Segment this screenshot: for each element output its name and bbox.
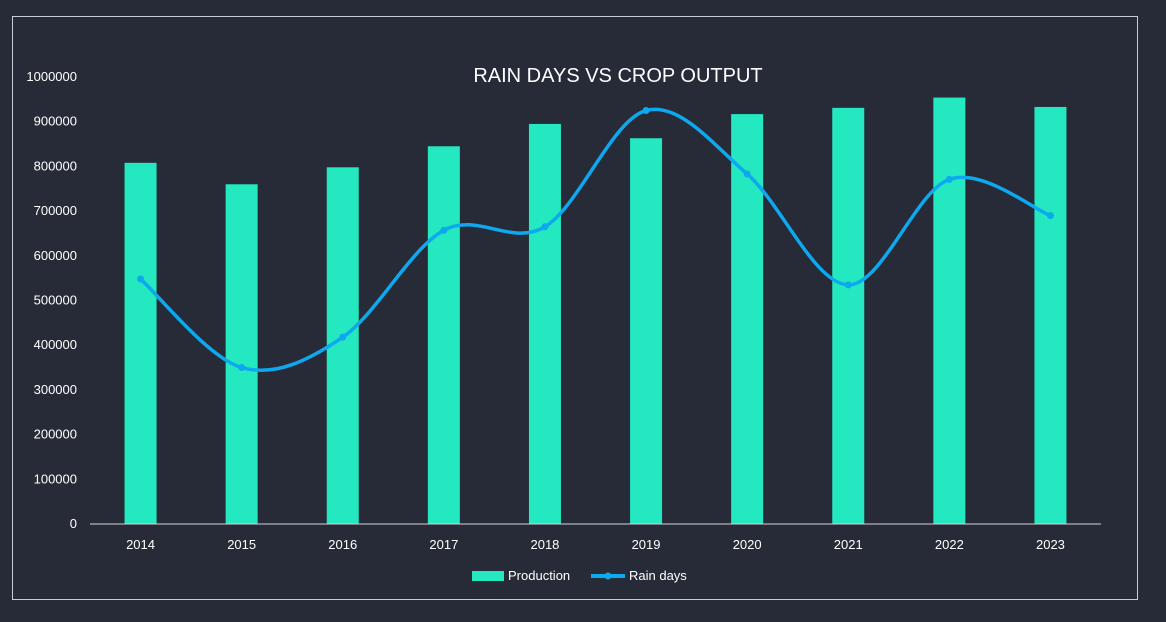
- production-bar: [832, 107, 865, 524]
- production-bar: [225, 184, 258, 524]
- y-tick-label: 700000: [34, 203, 77, 218]
- rain-days-point: [339, 333, 347, 341]
- y-tick-label: 800000: [34, 158, 77, 173]
- y-axis-ticks: 0 100000 200000 300000 400000 500000 600000 700…: [26, 69, 77, 531]
- y-tick-label: 900000: [34, 114, 77, 129]
- rain-days-point: [945, 175, 953, 183]
- production-bar: [933, 97, 966, 524]
- legend-marker-rain-days: [604, 572, 612, 580]
- legend-swatch-production: [472, 571, 504, 581]
- x-tick-label: 2014: [126, 537, 155, 552]
- y-tick-label: 500000: [34, 293, 77, 308]
- x-tick-label: 2022: [935, 537, 964, 552]
- legend: Production Rain days: [472, 568, 687, 583]
- y-tick-label: 100000: [34, 471, 77, 486]
- rain-days-point: [642, 107, 650, 115]
- production-bar: [427, 146, 460, 524]
- y-tick-label: 200000: [34, 427, 77, 442]
- chart-frame: RAIN DAYS VS CROP OUTPUT 0 100000 200000 30…: [12, 16, 1138, 600]
- x-axis-ticks: 2014 2015 2016 2017 2018 2019 2020 2021 2022 2023: [126, 537, 1065, 552]
- rain-days-series: [137, 107, 1054, 373]
- legend-label-production: Production: [508, 568, 570, 583]
- x-tick-label: 2015: [227, 537, 256, 552]
- chart-title: RAIN DAYS VS CROP OUTPUT: [473, 65, 762, 87]
- production-bar: [528, 123, 561, 524]
- x-tick-label: 2020: [733, 537, 762, 552]
- x-tick-label: 2019: [632, 537, 661, 552]
- production-bar: [124, 162, 157, 524]
- y-tick-label: 1000000: [26, 69, 77, 84]
- rain-days-point: [137, 275, 145, 283]
- x-tick-label: 2023: [1036, 537, 1065, 552]
- rain-days-point: [1046, 212, 1054, 220]
- rain-days-point: [440, 226, 448, 234]
- chart-svg: RAIN DAYS VS CROP OUTPUT 0 100000 200000 30…: [26, 65, 1101, 583]
- y-tick-label: 400000: [34, 337, 77, 352]
- x-tick-label: 2018: [530, 537, 559, 552]
- x-tick-label: 2016: [328, 537, 357, 552]
- rain-days-point: [541, 223, 549, 231]
- production-bars: [124, 97, 1067, 524]
- rain-days-line: [138, 107, 1053, 373]
- rain-days-point: [238, 364, 246, 372]
- y-tick-label: 0: [70, 516, 77, 531]
- production-bar: [1034, 106, 1067, 524]
- y-tick-label: 300000: [34, 382, 77, 397]
- y-tick-label: 600000: [34, 248, 77, 263]
- production-bar: [630, 138, 663, 524]
- legend-label-rain-days: Rain days: [629, 568, 687, 583]
- x-tick-label: 2017: [429, 537, 458, 552]
- rain-days-point: [844, 281, 852, 289]
- rain-days-point: [743, 170, 751, 178]
- x-tick-label: 2021: [834, 537, 863, 552]
